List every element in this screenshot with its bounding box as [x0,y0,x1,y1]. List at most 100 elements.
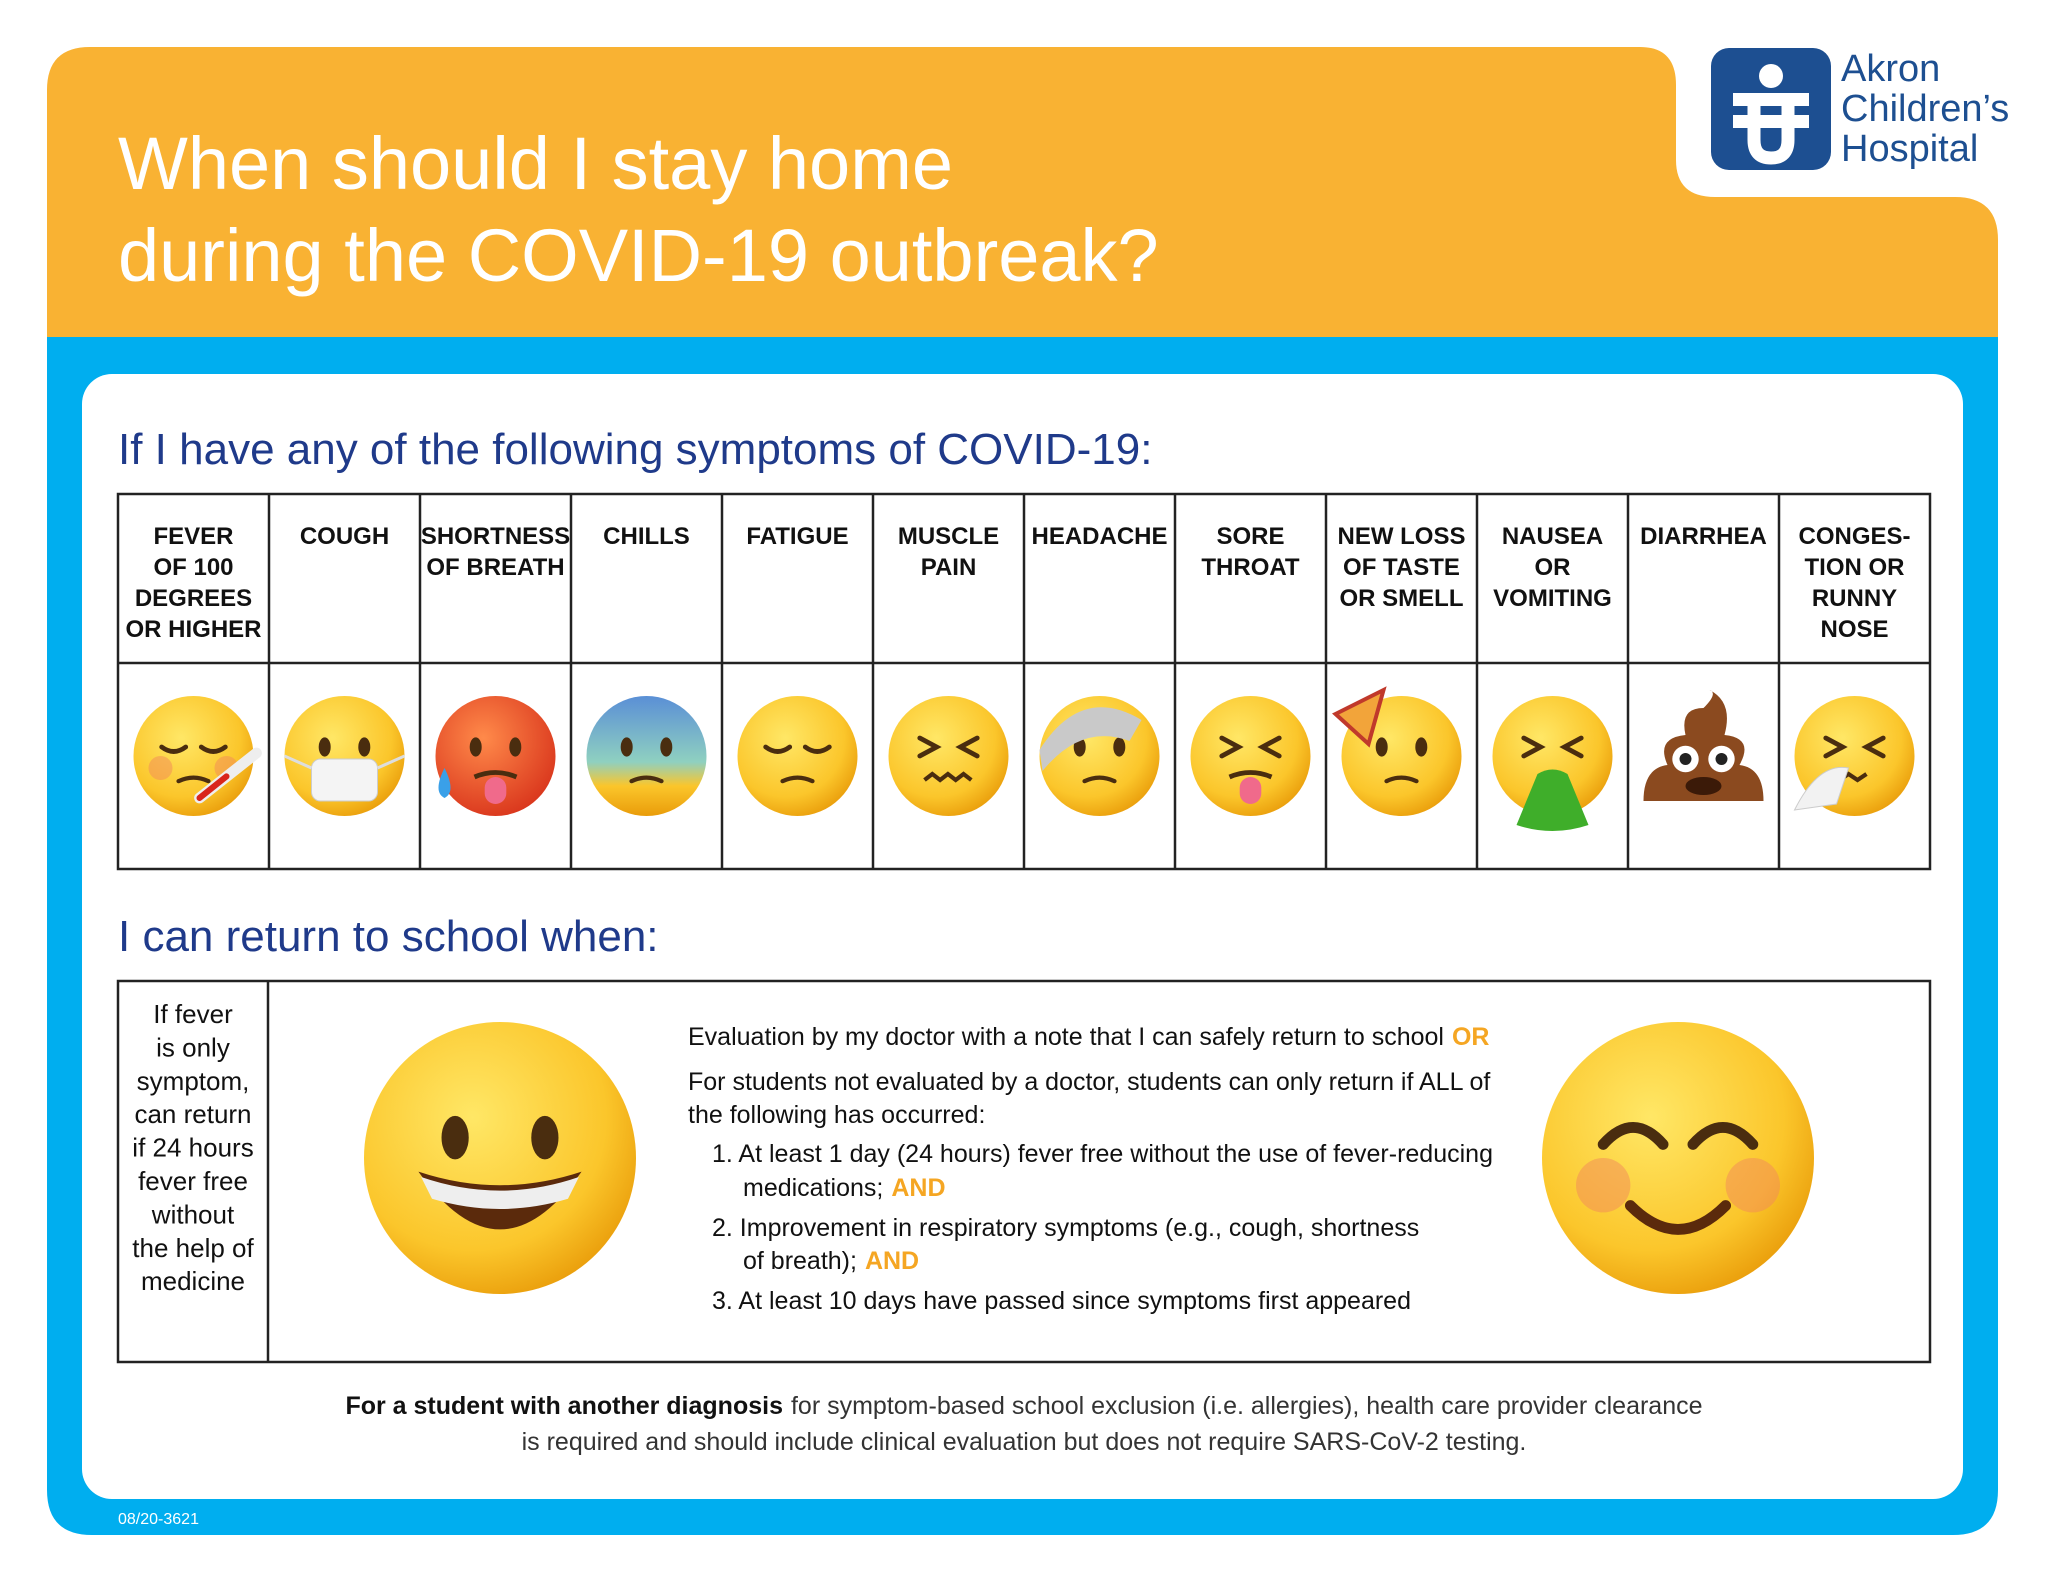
symptom-emoji [1331,686,1462,816]
emoji-part [358,737,371,757]
symptom-label: OF TASTE [1343,554,1460,581]
symptom-label: THROAT [1201,554,1300,581]
criteria-text: 1. At least 1 day (24 hours) fever free … [712,1140,1493,1168]
emoji-part [1521,735,1546,759]
emoji-part [1492,696,1613,816]
emoji-part [1624,1200,1732,1235]
criteria-text: 2. Improvement in respiratory symptoms (… [712,1214,1419,1242]
emoji-part [484,777,507,804]
emoji-part [1375,737,1388,757]
criteria-text: 2. Improvement in respiratory symptoms (… [712,1214,1419,1242]
emoji-part [1257,735,1282,759]
criteria-text: 1. At least 1 day (24 hours) fever free … [712,1140,1493,1168]
symptom-label: FEVER [153,523,233,550]
emoji-part [1687,1122,1759,1150]
title: during the COVID-19 outbreak? [118,214,1159,297]
emoji-part [421,1177,579,1209]
criteria-text: For students not evaluated by a doctor, … [688,1068,1490,1096]
symptom-label: FATIGUE [746,523,848,550]
symptom-emoji [586,696,707,816]
emoji-part [148,756,173,780]
fever-note: can return [134,1099,251,1129]
happy-emoji [1542,1022,1814,1294]
emoji-part [133,696,254,816]
emoji-part [1113,737,1126,757]
emoji-part [620,737,633,757]
symptom-label: HEADACHE [1031,523,1167,550]
form-code: 08/20-3621 [118,1511,199,1528]
criteria-text: For students not evaluated by a doctor, … [688,1068,1490,1096]
fever-note: if 24 hours [132,1133,253,1163]
symptom-emoji [435,696,556,816]
emoji-part [1597,1122,1669,1150]
emoji-part [1725,1158,1781,1213]
symptom-label: RUNNY [1812,585,1897,612]
symptom-label: DIARRHEA [1640,523,1767,550]
symptom-label: DEGREES [135,585,252,612]
symptom-label: NAUSEA [1502,523,1603,550]
emoji-part [1559,735,1584,759]
symptom-emoji [737,696,858,816]
emoji-part [364,1022,636,1294]
emoji-part [473,770,518,780]
emoji-part [1793,766,1850,811]
symptom-emoji [1190,696,1311,816]
emoji-part [198,744,228,754]
emoji-part [1228,770,1273,780]
emoji-part [1516,769,1589,831]
emoji-part [1219,735,1244,759]
logo-mark [1711,48,1831,170]
fever-note: If fever [153,999,233,1029]
section-heading: I can return to school when: [118,912,659,961]
logo-text: Hospital [1841,128,1978,170]
emoji-part [1082,775,1117,784]
symptom-label: COUGH [300,523,389,550]
emoji-part [763,744,793,754]
happy-emoji [364,1022,636,1294]
symptom-emoji [888,696,1009,816]
emoji-part [311,758,378,802]
emoji-part [1823,735,1848,759]
symptom-label: SHORTNESS [421,523,570,550]
emoji-part [1039,707,1142,771]
emoji-part [1715,753,1728,765]
criteria-text: of breath); [743,1247,857,1275]
emoji-part [441,1115,469,1160]
symptom-emoji [1039,696,1160,816]
emoji-part [318,737,331,757]
fever-note: is only [156,1032,230,1062]
symptom-label: VOMITING [1493,585,1612,612]
symptom-label: OR HIGHER [125,616,261,643]
header-band [47,47,1998,337]
criteria-text: medications; [743,1174,883,1202]
symptom-label: MUSCLE [898,523,999,550]
emoji-part [780,775,815,784]
fever-note: medicine [141,1266,245,1296]
table-border [116,979,1932,1364]
emoji-part [159,744,189,754]
fever-note: fever free [138,1166,248,1196]
symptom-emoji [283,696,406,816]
logo-text: Children’s [1841,88,2009,130]
emoji-part [1576,1158,1631,1213]
emoji-part [531,1115,559,1160]
footnote-bold: For a student with another diagnosis [345,1392,783,1420]
criteria-text: the following has occurred: [688,1101,985,1129]
section-heading: If I have any of the following symptoms … [118,425,1152,474]
title: When should I stay home [118,122,953,205]
criteria-text: Evaluation by my doctor with a note that… [688,1023,1444,1051]
fever-note: symptom, [137,1066,250,1096]
emoji-part [923,771,973,783]
emoji-part [1861,735,1886,759]
symptom-label: CHILLS [603,523,690,550]
symptom-label: NEW LOSS [1337,523,1465,550]
emoji-part [629,775,664,784]
criteria-text: Evaluation by my doctor with a note that… [688,1023,1489,1051]
symptom-label: TION OR [1805,554,1905,581]
emoji-part [802,744,832,754]
emoji-part [1239,777,1262,804]
symptom-label: OF 100 [153,554,233,581]
emoji-part [1685,777,1722,795]
logo-text: Akron [1841,48,1940,90]
